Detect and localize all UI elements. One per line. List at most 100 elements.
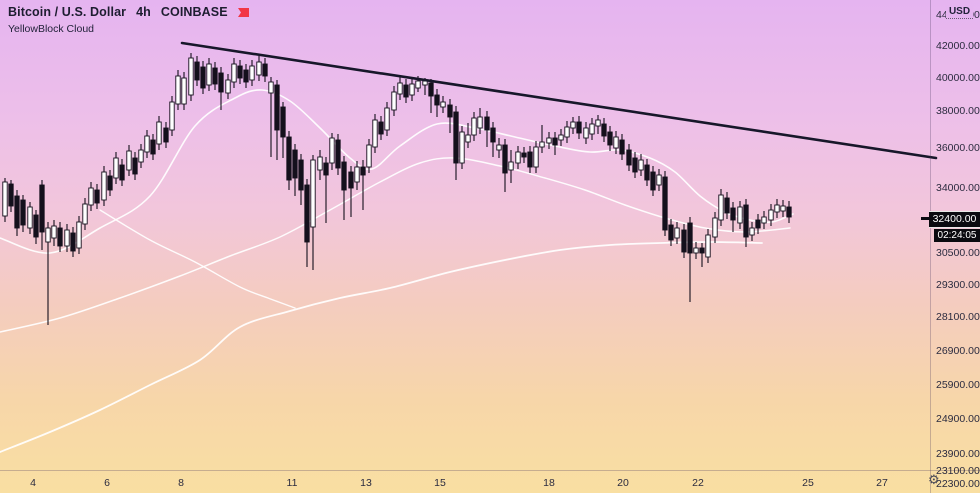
price-tick-label: 29300.00 (936, 279, 980, 291)
candle-body (521, 152, 527, 158)
candle-body (249, 65, 255, 81)
candle-body (552, 137, 558, 146)
candle-body (8, 183, 14, 207)
candle-body (225, 79, 231, 94)
candle-body (539, 141, 545, 148)
symbol-title-row: Bitcoin / U.S. Dollar 4h COINBASE (8, 5, 249, 19)
candle-body (360, 166, 366, 176)
candle-body (348, 171, 354, 189)
candle-body (14, 195, 20, 229)
candle-body (366, 144, 372, 168)
candle-body (88, 187, 94, 206)
candle-body (76, 221, 82, 249)
time-tick-label: 8 (178, 477, 184, 489)
descending-trendline[interactable] (180, 41, 938, 160)
candle-body (607, 131, 613, 146)
candle-body (724, 197, 730, 214)
bar-countdown-label: 02:24:05 (934, 229, 980, 242)
candle-body (317, 156, 323, 171)
price-tick-label: 26900.00 (936, 345, 980, 357)
price-tick-label: 40000.00 (936, 72, 980, 84)
candle-body (397, 82, 403, 95)
price-tick-label: 28100.00 (936, 311, 980, 323)
candle-body (292, 149, 298, 179)
candle-body (415, 80, 421, 89)
candle-body (212, 67, 218, 85)
candle-body (409, 83, 415, 96)
candle-body (459, 131, 465, 164)
time-tick-label: 25 (802, 477, 814, 489)
candle-body (656, 174, 662, 186)
candle-body (64, 229, 70, 247)
candle-body (453, 111, 459, 164)
candle-body (45, 227, 51, 243)
candle-body (132, 157, 138, 175)
candle-body (558, 134, 564, 141)
price-tick-label: 22300.00 (936, 478, 980, 490)
candle-body (674, 227, 680, 239)
candle-body (761, 216, 767, 224)
candle-body (780, 205, 786, 212)
candle-body (274, 84, 280, 131)
candle-body (384, 107, 390, 131)
exchange-label: COINBASE (160, 5, 228, 19)
candle-body (749, 227, 755, 236)
candle-body (515, 151, 521, 164)
candle-body (477, 116, 483, 129)
candle-body (583, 127, 589, 139)
candle-body (237, 65, 243, 79)
candle-body (262, 63, 268, 77)
candle-body (169, 101, 175, 131)
last-price-label: 32400.00 (929, 211, 980, 228)
candle-body (576, 121, 582, 134)
candle-body (181, 77, 187, 105)
price-tick-label: 24900.00 (936, 413, 980, 425)
time-tick-label: 4 (30, 477, 36, 489)
candle-body (268, 81, 274, 94)
candle-body (286, 136, 292, 181)
candle-body (107, 175, 113, 191)
symbol-name[interactable]: Bitcoin / U.S. Dollar (8, 5, 127, 19)
candle-body (650, 171, 656, 191)
candle-body (2, 181, 8, 217)
candle-body (743, 204, 749, 238)
candle-body (335, 139, 341, 169)
candle-body (768, 209, 774, 221)
candle-body (601, 123, 607, 137)
time-tick-label: 6 (104, 477, 110, 489)
candle-body (496, 144, 502, 151)
candle-body (440, 101, 446, 108)
last-price-tick-marker (921, 217, 929, 220)
candle-body (668, 224, 674, 241)
candle-body (119, 164, 125, 181)
candle-body (626, 149, 632, 166)
candle-body (378, 121, 384, 135)
candle-body (693, 247, 699, 254)
indicator-name[interactable]: YellowBlock Cloud (8, 23, 94, 35)
candle-body (310, 159, 316, 228)
candle-body (705, 234, 711, 258)
candle-body (39, 184, 45, 233)
currency-toggle-button[interactable]: USD (946, 5, 973, 19)
candle-body (33, 214, 39, 238)
candle-body (20, 199, 26, 226)
time-tick-label: 15 (434, 477, 446, 489)
candle-body (718, 194, 724, 221)
candle-body (101, 171, 107, 201)
candle-body (687, 222, 693, 254)
candle-body (527, 151, 533, 168)
price-tick-label: 23100.00 (936, 465, 980, 477)
cloud-line-slow (0, 241, 763, 453)
interval-label[interactable]: 4h (136, 5, 151, 19)
candle-body (138, 149, 144, 163)
candle-body (280, 106, 286, 138)
price-tick-label: 23900.00 (936, 448, 980, 460)
settings-gear-icon[interactable]: ⚙ (928, 473, 940, 488)
price-tick-label: 42000.00 (936, 40, 980, 52)
candle-body (156, 121, 162, 145)
flag-icon[interactable] (237, 7, 249, 17)
price-tick-label: 30500.00 (936, 247, 980, 259)
candle-body (786, 206, 792, 218)
